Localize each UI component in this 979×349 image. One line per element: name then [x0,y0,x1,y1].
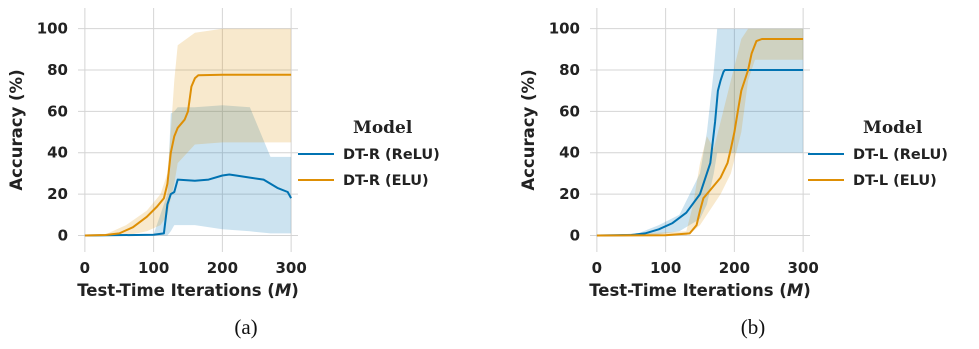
x-axis-label: Test-Time Iterations (M) [589,281,811,300]
series-line [84,173,292,237]
legend-title: Model [353,118,413,138]
panel-caption: (a) [234,315,257,339]
x-tick-label: 300 [787,259,818,277]
series-line [596,38,804,237]
y-tick-label: 0 [58,226,68,244]
y-axis-label: Accuracy (%) [7,69,26,190]
legend: Model DT-L (ReLU) DT-L (ELU) [808,118,948,189]
x-tick-label: 0 [592,259,602,277]
y-tick-label: 20 [559,185,580,203]
legend-label: DT-R (ReLU) [343,147,440,163]
legend-label: DT-L (ReLU) [853,147,948,163]
y-tick-label: 100 [37,20,68,38]
y-tick-label: 60 [559,102,580,120]
legend: Model DT-R (ReLU) DT-R (ELU) [298,118,440,189]
confidence-band [84,28,292,236]
series-line [596,69,804,237]
x-axis-label: Test-Time Iterations (M) [77,281,299,300]
y-tick-label: 40 [559,144,580,162]
series-line [84,73,292,237]
legend-label: DT-R (ELU) [343,173,429,189]
y-tick-label: 0 [570,226,580,244]
chart-panel-b: 0 100 200 300 0 20 40 60 80 100 Test-Time Iteratio… [519,8,948,339]
y-tick-label: 60 [47,102,68,120]
confidence-band [84,105,292,236]
confidence-band [596,28,804,236]
y-tick-label: 40 [47,144,68,162]
y-tick-label: 20 [47,185,68,203]
y-axis-label: Accuracy (%) [519,69,538,190]
panel-caption: (b) [741,315,766,339]
x-tick-label: 100 [650,259,681,277]
y-tick-label: 80 [559,61,580,79]
x-tick-label: 300 [275,259,306,277]
y-tick-label: 80 [47,61,68,79]
chart-panel-a: 0 100 200 300 0 20 40 60 80 100 Test-Time Iteratio… [7,8,440,339]
x-tick-label: 0 [80,259,90,277]
x-tick-label: 200 [719,259,750,277]
y-tick-label: 100 [549,20,580,38]
legend-title: Model [863,118,923,138]
legend-label: DT-L (ELU) [853,173,937,189]
x-tick-label: 200 [207,259,238,277]
x-tick-label: 100 [138,259,169,277]
